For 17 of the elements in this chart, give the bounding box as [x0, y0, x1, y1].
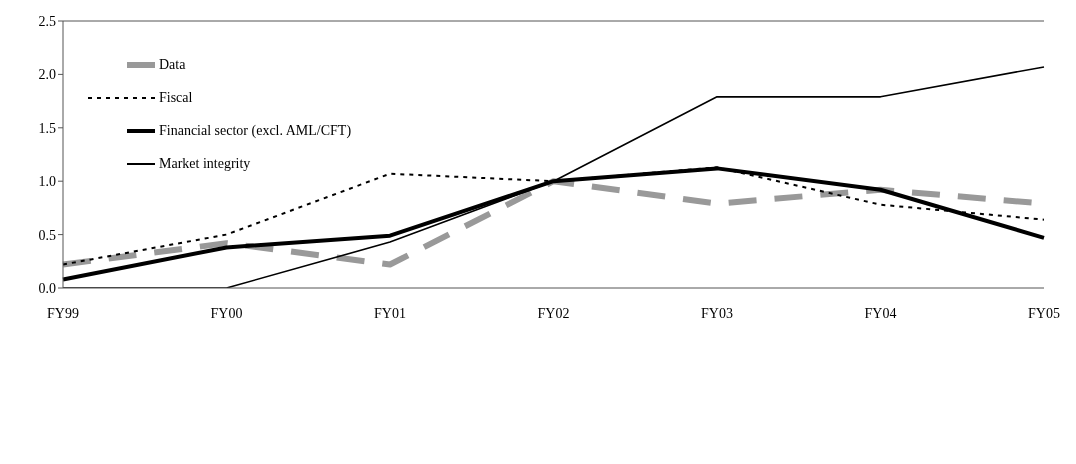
- y-tick-label: 1.5: [38, 120, 56, 136]
- y-tick-label: 0.5: [38, 227, 56, 243]
- x-tick-label: FY05: [1028, 305, 1060, 321]
- legend-label: Fiscal: [159, 89, 193, 106]
- y-tick-label: 1.0: [38, 174, 56, 190]
- y-tick-label: 0.0: [38, 280, 56, 296]
- x-tick-label: FY03: [701, 305, 733, 321]
- x-tick-label: FY01: [374, 305, 406, 321]
- x-tick-label: FY02: [537, 305, 570, 321]
- legend-label: Data: [159, 56, 186, 73]
- x-tick-label: FY04: [864, 305, 897, 321]
- legend-label: Market integrity: [159, 155, 251, 172]
- legend-label: Financial sector (excl. AML/CFT): [159, 122, 352, 139]
- y-tick-label: 2.5: [38, 13, 56, 29]
- x-tick-label: FY00: [210, 305, 243, 321]
- y-tick-label: 2.0: [38, 67, 56, 83]
- x-tick-label: FY99: [47, 305, 79, 321]
